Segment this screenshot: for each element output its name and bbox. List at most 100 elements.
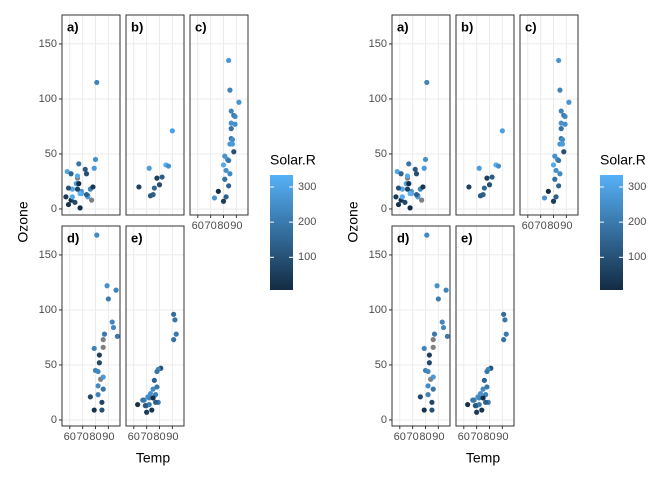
point (566, 99, 572, 105)
point (113, 287, 119, 293)
point (558, 108, 564, 114)
x-tick-label: 60 (522, 220, 534, 232)
point (420, 184, 426, 190)
point (419, 197, 425, 203)
point (404, 173, 411, 179)
point (561, 149, 567, 155)
point (499, 128, 505, 134)
x-tick-label: 70 (77, 431, 89, 443)
point (489, 174, 495, 180)
y-tick-label: 150 (369, 249, 387, 261)
point (154, 368, 160, 375)
point (476, 165, 482, 171)
point (236, 99, 242, 105)
point (228, 108, 234, 114)
point (150, 395, 156, 401)
point (231, 149, 237, 155)
point (398, 171, 404, 177)
point (556, 57, 562, 64)
point (83, 171, 90, 177)
x-tick-label: 80 (419, 431, 431, 443)
point (110, 324, 117, 331)
colorbar (270, 175, 293, 290)
y-tick-label: 100 (369, 93, 387, 105)
point (559, 141, 566, 147)
point (426, 360, 432, 366)
point (559, 137, 566, 143)
x-tick-label: 60 (128, 431, 140, 443)
point (91, 165, 97, 171)
point (556, 183, 562, 189)
point (557, 87, 563, 93)
point (501, 311, 507, 317)
point (92, 156, 99, 163)
point (156, 182, 163, 188)
y-tick-label: 0 (51, 414, 57, 426)
point (434, 283, 440, 289)
point (76, 181, 82, 187)
point (140, 397, 146, 403)
point (402, 199, 408, 205)
point (425, 383, 431, 389)
y-tick-label: 50 (45, 148, 57, 160)
point (439, 319, 445, 325)
point (394, 168, 400, 175)
point (552, 176, 558, 182)
point (426, 352, 432, 358)
point (215, 188, 221, 194)
point (501, 337, 507, 343)
y-tick-label: 100 (39, 93, 57, 105)
y-tick-label: 50 (375, 359, 387, 371)
point (77, 190, 83, 197)
point (165, 163, 172, 169)
point (229, 137, 236, 143)
point (99, 399, 105, 405)
panel-border (519, 14, 579, 216)
point (68, 171, 74, 177)
point (99, 407, 105, 413)
panel (392, 226, 450, 426)
panel-border (391, 14, 451, 216)
panel-border (61, 14, 121, 216)
point (466, 184, 472, 190)
point (425, 392, 431, 398)
point (486, 182, 493, 188)
point (395, 201, 402, 208)
point (65, 185, 72, 191)
y-tick-label: 100 (39, 304, 57, 316)
point (558, 126, 564, 132)
point (481, 377, 487, 383)
legend-tick-label: 200 (628, 216, 646, 228)
point (223, 167, 229, 174)
point (151, 377, 157, 383)
point (226, 183, 232, 189)
point (173, 331, 179, 337)
point (94, 79, 100, 86)
point (395, 185, 402, 191)
point (83, 192, 90, 198)
point (541, 195, 548, 201)
point (425, 368, 431, 375)
point (424, 79, 430, 86)
point (232, 121, 238, 127)
point (91, 407, 97, 413)
point (562, 121, 568, 127)
panel (392, 15, 450, 215)
point (136, 184, 142, 190)
point (95, 368, 101, 375)
legend-title: Solar.R (600, 152, 646, 168)
point (169, 128, 175, 134)
point (144, 409, 150, 415)
point (483, 399, 489, 405)
point (406, 161, 412, 167)
point (440, 324, 447, 331)
point (476, 395, 482, 401)
panel-border (125, 225, 185, 427)
point (94, 232, 100, 238)
panel-border (61, 225, 121, 427)
point (503, 331, 509, 337)
legend-tick-label: 200 (298, 216, 316, 228)
facet-label: d) (67, 230, 79, 245)
point (553, 194, 559, 200)
